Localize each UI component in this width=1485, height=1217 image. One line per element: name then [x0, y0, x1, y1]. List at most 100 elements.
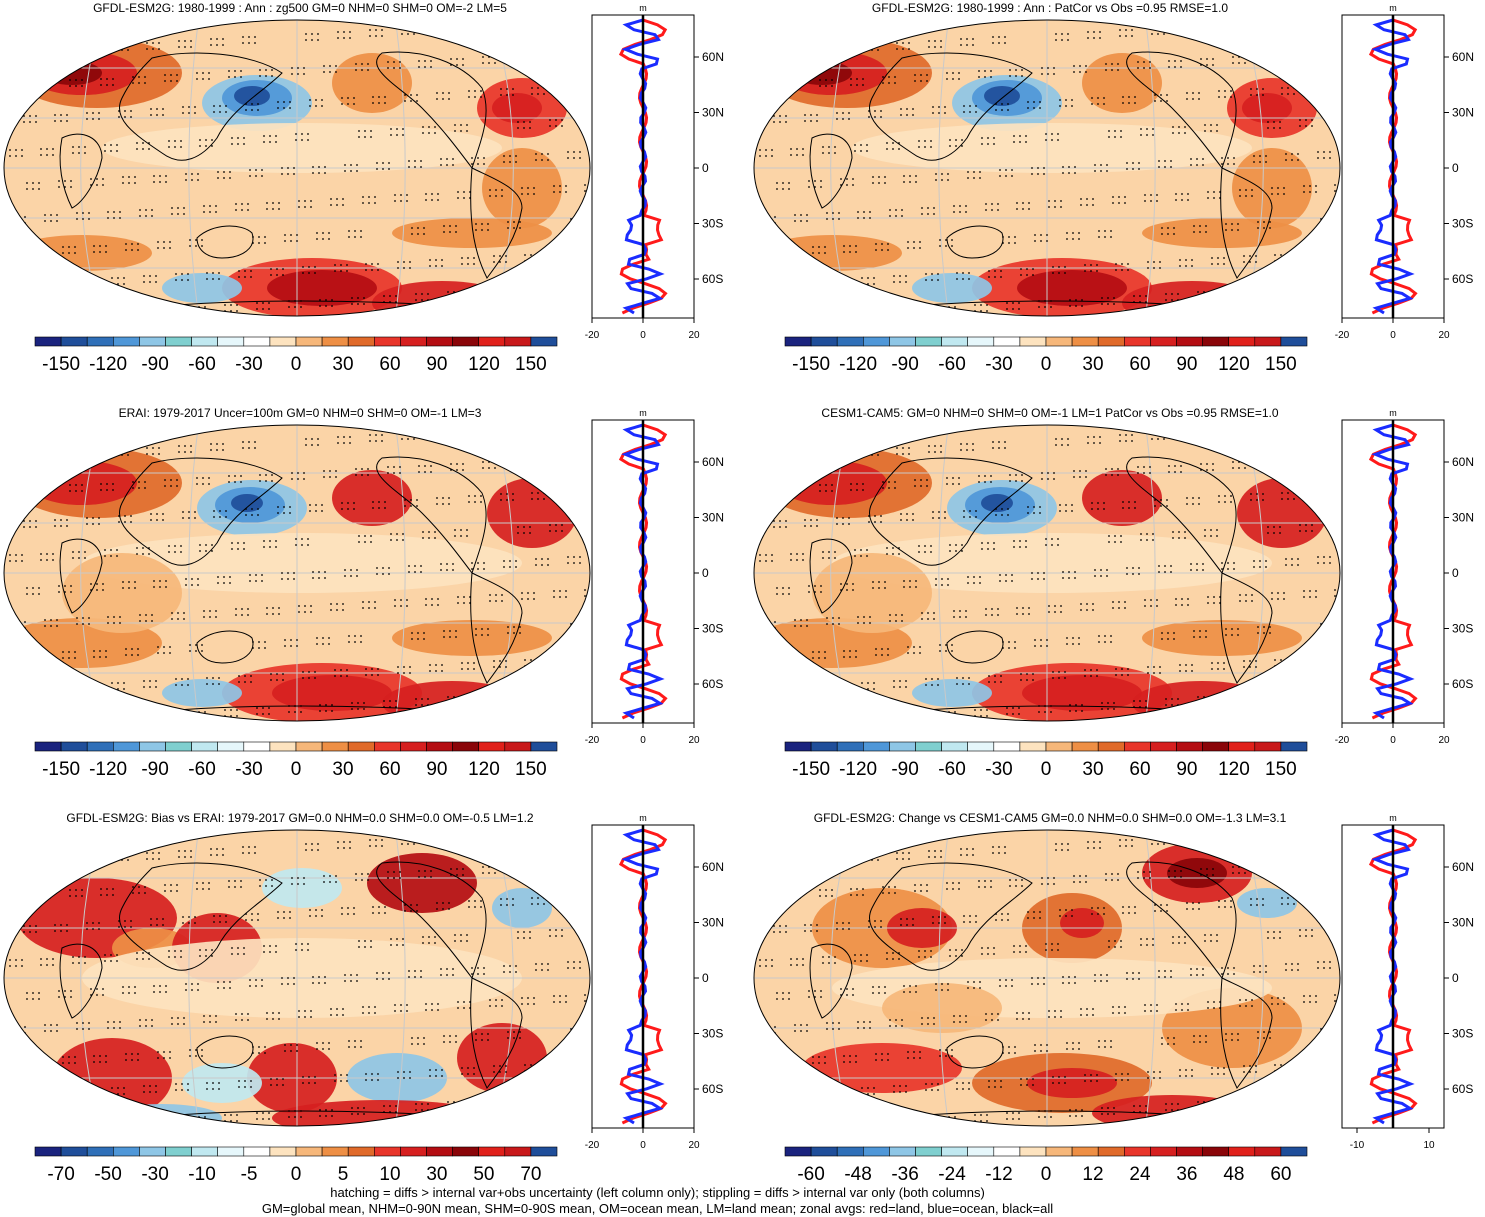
coastline	[1220, 572, 1273, 684]
colorbar-tick-label: 120	[468, 759, 500, 780]
colorbar-swatch	[347, 336, 375, 347]
colorbar-swatch	[1280, 741, 1308, 752]
colorbar-swatch	[478, 336, 506, 347]
colorbar-swatch	[113, 741, 140, 752]
colorbar-tick-label: -30	[141, 1164, 168, 1185]
field-blob	[984, 86, 1020, 106]
colorbar-swatch	[139, 1146, 166, 1157]
field-blob	[457, 1023, 547, 1093]
colorbar-tick-label: -60	[938, 759, 965, 780]
colorbar-swatch	[915, 1146, 942, 1157]
colorbar-swatch	[113, 336, 140, 347]
colorbar-swatch	[863, 1146, 890, 1157]
coastline	[1220, 167, 1273, 279]
grid-lon	[1144, 425, 1156, 721]
zonal-ytick-label: 30S	[1452, 1027, 1473, 1041]
field-blob	[367, 853, 477, 913]
colorbar-swatch	[1150, 1146, 1177, 1157]
colorbar-swatch	[1228, 1146, 1256, 1157]
stippling	[755, 830, 1340, 1126]
colorbar-swatch	[243, 1146, 271, 1157]
colorbar-swatch	[139, 336, 166, 347]
panel-1: GFDL-ESM2G: 1980-1999 : Ann : zg500 GM=0…	[3, 1, 724, 375]
colorbar-swatch	[321, 336, 349, 347]
zonal-ytick-label: 60N	[702, 455, 724, 469]
coastline	[376, 456, 487, 575]
colorbar-tick-label: -10	[188, 1164, 215, 1185]
colorbar-swatch	[993, 1146, 1021, 1157]
colorbar-tick-label: -50	[94, 1164, 121, 1185]
zonal-ytick-label: 30N	[702, 916, 724, 930]
colorbar-swatch	[810, 336, 838, 347]
zonal-xtick-label: -10	[1350, 1140, 1365, 1151]
zonal-ytick-label: 30N	[1452, 106, 1474, 120]
colorbar-tick-label: 150	[515, 354, 547, 375]
field-blob	[1237, 478, 1327, 548]
colorbar-swatch	[810, 741, 838, 752]
field-blob	[234, 86, 270, 106]
zonal-unit: m	[1389, 3, 1397, 13]
coastline	[470, 167, 523, 279]
colorbar-tick-label: 60	[1129, 759, 1150, 780]
coastline	[470, 977, 523, 1089]
field-blob	[1022, 675, 1142, 711]
colorbar-tick-label: -90	[891, 354, 918, 375]
zonal-xtick-label: 0	[640, 735, 646, 746]
colorbar-swatch	[165, 741, 192, 752]
colorbar-swatch	[1254, 336, 1282, 347]
map	[3, 19, 591, 317]
zonal-ytick-label: 60S	[702, 1082, 723, 1096]
panel-title: GFDL-ESM2G: Bias vs ERAI: 1979-2017 GM=0…	[66, 811, 534, 825]
coastline	[118, 52, 283, 161]
colorbar-swatch	[784, 741, 812, 752]
colorbar-swatch	[836, 336, 864, 347]
colorbar-swatch	[478, 741, 506, 752]
map	[753, 829, 1341, 1127]
colorbar-tick-label: -5	[241, 1164, 258, 1185]
colorbar-swatch	[863, 336, 890, 347]
colorbar-swatch	[60, 741, 88, 752]
zonal-ytick-label: 30N	[1452, 916, 1474, 930]
colorbar-swatch	[504, 741, 532, 752]
colorbar-swatch	[810, 1146, 838, 1157]
field-blob	[1242, 93, 1292, 123]
colorbar-tick-label: -48	[844, 1164, 871, 1185]
zonal-ytick-label: 30S	[1452, 622, 1473, 636]
colorbar-tick-label: -150	[792, 354, 830, 375]
colorbar-swatch	[295, 336, 323, 347]
coastline	[809, 133, 853, 209]
zonal-xtick-label: 20	[1438, 330, 1450, 341]
colorbar-tick-label: -30	[985, 759, 1012, 780]
colorbar-swatch	[60, 1146, 88, 1157]
colorbar-tick-label: 30	[426, 1164, 447, 1185]
colorbar-tick-label: 90	[1176, 354, 1197, 375]
colorbar-tick-label: 36	[1176, 1164, 1197, 1185]
field-blob	[1082, 470, 1162, 526]
grid-lon	[1144, 20, 1156, 316]
colorbar-tick-label: 60	[379, 354, 400, 375]
field-blob	[1132, 681, 1272, 721]
colorbar-tick-label: 24	[1129, 1164, 1151, 1185]
colorbar-swatch	[1254, 1146, 1282, 1157]
colorbar-swatch	[1097, 336, 1125, 347]
field-blob	[162, 273, 242, 303]
coastline	[376, 861, 487, 980]
zonal-xtick-label: 0	[640, 330, 646, 341]
colorbar-tick-label: 10	[379, 1164, 400, 1185]
colorbar-swatch	[243, 741, 271, 752]
field-blob	[1017, 270, 1127, 306]
coastline	[59, 538, 103, 614]
coastline	[376, 51, 487, 170]
colorbar-tick-label: 60	[379, 759, 400, 780]
colorbar-swatch	[967, 1146, 995, 1157]
colorbar-swatch	[504, 336, 532, 347]
colorbar-swatch	[1097, 741, 1125, 752]
zonal-unit: m	[1389, 813, 1397, 823]
zonal-ytick-label: 30N	[702, 511, 724, 525]
coastline	[1126, 51, 1237, 170]
panel-2: GFDL-ESM2G: 1980-1999 : Ann : PatCor vs …	[753, 1, 1474, 375]
field-blob	[912, 273, 992, 303]
colorbar-tick-label: 30	[1082, 759, 1103, 780]
field-blob	[1027, 1068, 1117, 1098]
colorbar-swatch	[60, 336, 88, 347]
